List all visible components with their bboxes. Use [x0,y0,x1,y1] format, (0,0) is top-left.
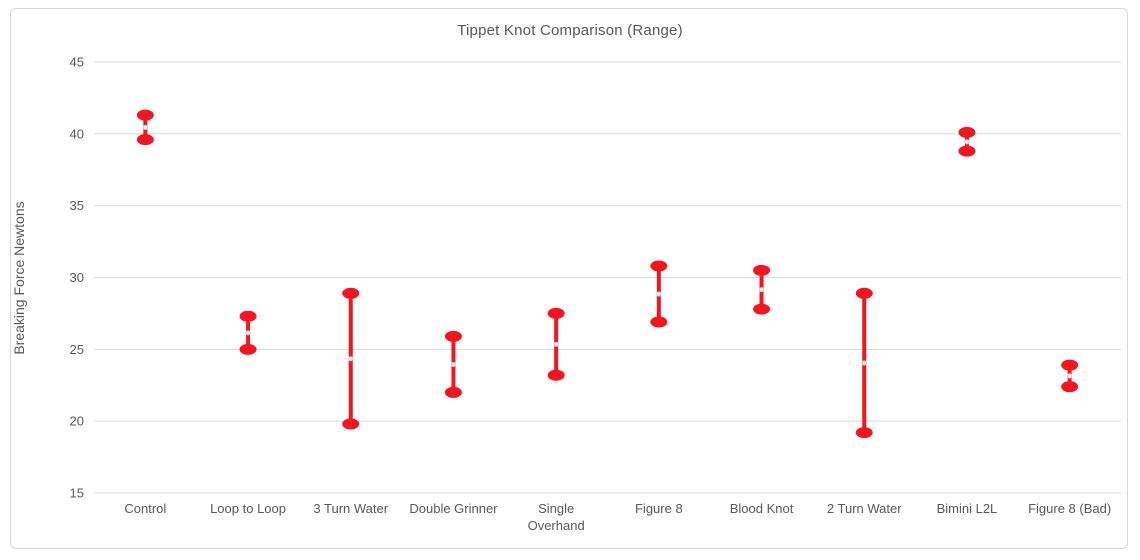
mid-marker [1067,373,1073,379]
mid-marker [964,139,970,145]
low-marker [650,316,668,328]
low-marker [958,145,976,157]
low-marker [239,343,257,355]
mid-marker [348,356,354,362]
low-marker [342,418,360,430]
high-marker [855,287,873,299]
y-tick-label: 40 [70,126,84,141]
low-marker [136,134,154,146]
high-marker [547,307,565,319]
mid-marker [553,341,559,347]
high-marker [958,126,976,138]
y-tick-label: 30 [70,270,84,285]
mid-marker [758,287,765,293]
y-tick-label: 35 [70,198,84,213]
y-tick-label: 20 [70,414,84,429]
mid-marker [142,124,148,130]
low-marker [1061,381,1079,393]
chart-border [10,8,1128,549]
y-tick-label: 15 [70,486,84,501]
mid-marker [656,291,662,297]
low-marker [547,369,565,381]
low-marker [444,386,462,398]
high-marker [1061,359,1079,371]
mid-marker [861,360,867,366]
y-tick-label: 25 [70,342,84,357]
low-marker [855,427,873,439]
high-marker [239,310,257,322]
mid-marker [450,361,457,368]
high-marker [136,109,154,121]
low-marker [753,303,771,315]
high-marker [650,260,668,272]
high-marker [444,330,462,342]
high-marker [342,287,360,299]
high-marker [753,264,771,276]
mid-marker [245,330,251,336]
chart-title: Tippet Knot Comparison (Range) [457,22,683,39]
y-tick-label: 45 [70,55,84,70]
